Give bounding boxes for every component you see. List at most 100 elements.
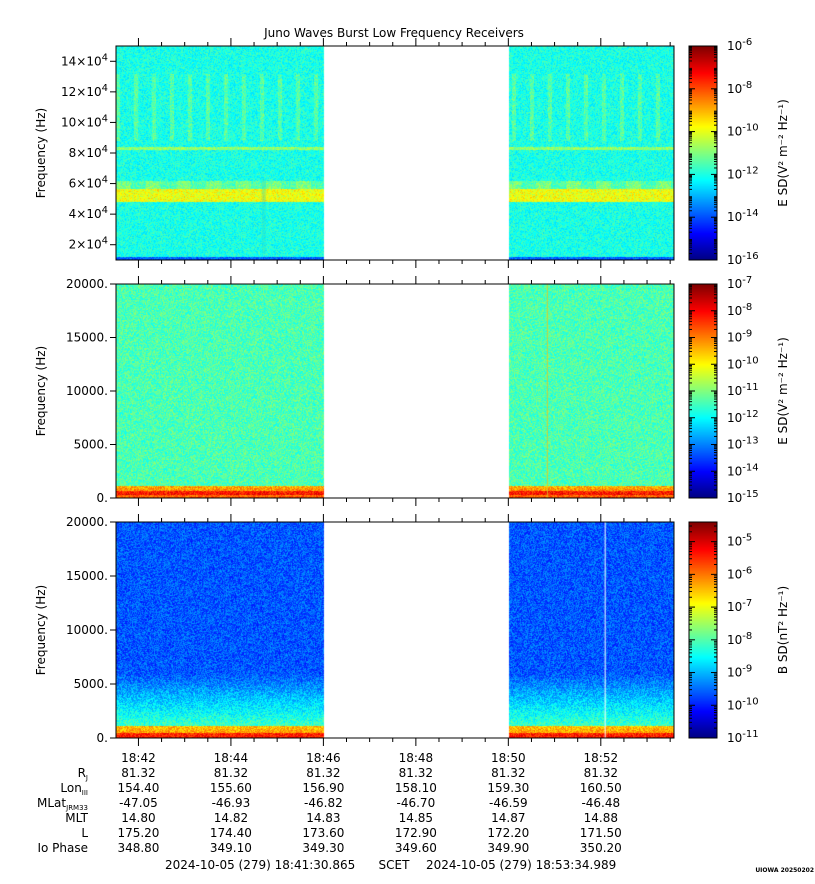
colorbar-tick-label: 10-12 bbox=[727, 165, 759, 181]
colorbar-tick-label: 10-10 bbox=[727, 123, 759, 139]
time-tick-label: 18:44 bbox=[214, 751, 249, 765]
colorbar-tick-label: 10-6 bbox=[727, 37, 752, 53]
ephemeris-value: 81.32 bbox=[214, 766, 248, 780]
y-tick-label: 15000. bbox=[66, 331, 108, 345]
ephemeris-value: -46.82 bbox=[304, 796, 343, 810]
ephemeris-value: 173.60 bbox=[302, 826, 344, 840]
ephemeris-value: 160.50 bbox=[580, 781, 622, 795]
y-tick-label: 2×104 bbox=[69, 236, 108, 252]
y-tick-label: 0. bbox=[97, 731, 108, 745]
ephemeris-value: 159.30 bbox=[487, 781, 529, 795]
footer-end-time: 2024-10-05 (279) 18:53:34.989 bbox=[426, 858, 616, 872]
colorbar-tick-label: 10-8 bbox=[727, 302, 752, 318]
colorbar-tick-label: 10-8 bbox=[727, 631, 752, 647]
ephemeris-row-label: L bbox=[81, 826, 88, 840]
ephemeris-row-label: MLT bbox=[65, 811, 88, 825]
colorbar-tick-label: 10-11 bbox=[727, 729, 759, 745]
ephemeris-value: 14.87 bbox=[491, 811, 525, 825]
y-axis-label: Frequency (Hz) bbox=[34, 108, 48, 199]
y-tick-label: 6×104 bbox=[69, 175, 108, 191]
y-tick-label: 5000. bbox=[74, 677, 108, 691]
ephemeris-value: 14.85 bbox=[399, 811, 433, 825]
chart-title: Juno Waves Burst Low Frequency Receivers bbox=[263, 26, 524, 40]
colorbar-tick-label: 10-15 bbox=[727, 489, 759, 505]
colorbar-label: E SD(V² m⁻² Hz⁻¹) bbox=[776, 99, 790, 207]
colorbar-tick-label: 10-16 bbox=[727, 251, 759, 267]
ephemeris-value: 81.32 bbox=[491, 766, 525, 780]
y-tick-label: 5000. bbox=[74, 438, 108, 452]
y-tick-label: 20000. bbox=[66, 277, 108, 291]
time-tick-label: 18:50 bbox=[491, 751, 526, 765]
footer-start-time: 2024-10-05 (279) 18:41:30.865 bbox=[165, 858, 355, 872]
footer: 2024-10-05 (279) 18:41:30.865 SCET 2024-… bbox=[165, 858, 814, 874]
ephemeris-value: 14.83 bbox=[306, 811, 340, 825]
ephemeris-row-label: LonIII bbox=[60, 781, 88, 797]
ephemeris-value: 350.20 bbox=[580, 841, 622, 855]
footer-stamp: UIOWA 20250202 bbox=[755, 867, 814, 874]
ephemeris-value: 158.10 bbox=[395, 781, 437, 795]
spectrogram-image bbox=[116, 46, 674, 260]
panel-2: 0. 5000. 10000. 15000. 20000. Frequency (Hz) 1… bbox=[34, 275, 790, 506]
ephemeris-value: 14.80 bbox=[121, 811, 155, 825]
y-tick-label: 0. bbox=[97, 491, 108, 505]
colorbar-label: B SD(nT² Hz⁻¹) bbox=[776, 586, 790, 674]
ephemeris-value: 14.82 bbox=[214, 811, 248, 825]
ephemeris-value: -46.48 bbox=[581, 796, 620, 810]
colorbar-label: E SD(V² m⁻² Hz⁻¹) bbox=[776, 337, 790, 445]
colorbar-tick-label: 10-9 bbox=[727, 329, 752, 345]
ephemeris-value: 172.20 bbox=[487, 826, 529, 840]
time-tick-label: 18:48 bbox=[399, 751, 434, 765]
ephemeris-value: 175.20 bbox=[117, 826, 159, 840]
ephemeris-value: 349.90 bbox=[487, 841, 529, 855]
time-axis: 18:42 18:44 18:46 18:48 18:50 18:52 bbox=[121, 751, 618, 765]
colorbar-tick-label: 10-9 bbox=[727, 664, 752, 680]
ephemeris-value: -46.70 bbox=[397, 796, 436, 810]
y-axis-label: Frequency (Hz) bbox=[34, 585, 48, 676]
ephemeris-value: 156.90 bbox=[302, 781, 344, 795]
y-tick-label: 10×104 bbox=[61, 113, 108, 129]
ephemeris-value: 349.10 bbox=[210, 841, 252, 855]
y-tick-label: 4×104 bbox=[69, 205, 108, 221]
time-tick-label: 18:42 bbox=[121, 751, 156, 765]
colorbar-tick-label: 10-8 bbox=[727, 80, 752, 96]
y-tick-label: 10000. bbox=[66, 623, 108, 637]
ephemeris-row-label: RJ bbox=[78, 766, 88, 782]
ephemeris-value: 81.32 bbox=[306, 766, 340, 780]
colorbar-tick-label: 10-11 bbox=[727, 382, 759, 398]
ephemeris-value: 171.50 bbox=[580, 826, 622, 840]
colorbar-tick-label: 10-5 bbox=[727, 533, 752, 549]
colorbar-tick-label: 10-7 bbox=[727, 598, 752, 614]
y-tick-label: 14×104 bbox=[61, 52, 108, 68]
colorbar-tick-label: 10-12 bbox=[727, 409, 759, 425]
ephemeris-value: -46.93 bbox=[212, 796, 251, 810]
ephemeris-value: 172.90 bbox=[395, 826, 437, 840]
colorbar-tick-label: 10-14 bbox=[727, 208, 759, 224]
ephemeris-value: -46.59 bbox=[489, 796, 528, 810]
colorbar bbox=[689, 46, 717, 260]
panel-3: 0. 5000. 10000. 15000. 20000. Frequency (Hz) 1… bbox=[34, 514, 790, 746]
ephemeris-value: -47.05 bbox=[119, 796, 158, 810]
ephemeris-value: 81.32 bbox=[121, 766, 155, 780]
colorbar-tick-label: 10-13 bbox=[727, 436, 759, 452]
ephemeris-value: 81.32 bbox=[584, 766, 618, 780]
panels: 2×104 4×104 6×104 8×104 10×104 12×104 14×104 Fr… bbox=[34, 37, 790, 746]
colorbar-tick-label: 10-10 bbox=[727, 355, 759, 371]
y-tick-label: 12×104 bbox=[61, 83, 108, 99]
ephemeris-row-label: MLatJRM33 bbox=[37, 796, 88, 812]
y-tick-label: 8×104 bbox=[69, 144, 108, 160]
ephemeris-value: 155.60 bbox=[210, 781, 252, 795]
colorbar-tick-label: 10-6 bbox=[727, 565, 752, 581]
ephemeris-table: RJ 81.32 81.32 81.32 81.32 81.32 81.32 LonIII 15… bbox=[37, 766, 622, 855]
y-tick-label: 20000. bbox=[66, 515, 108, 529]
time-tick-label: 18:46 bbox=[306, 751, 341, 765]
ephemeris-value: 154.40 bbox=[117, 781, 159, 795]
colorbar-tick-label: 10-7 bbox=[727, 275, 752, 291]
ephemeris-row-label: Io Phase bbox=[37, 841, 88, 855]
ephemeris-value: 348.80 bbox=[117, 841, 159, 855]
time-tick-label: 18:52 bbox=[584, 751, 619, 765]
ephemeris-value: 174.40 bbox=[210, 826, 252, 840]
colorbar bbox=[689, 522, 717, 738]
ephemeris-value: 349.60 bbox=[395, 841, 437, 855]
